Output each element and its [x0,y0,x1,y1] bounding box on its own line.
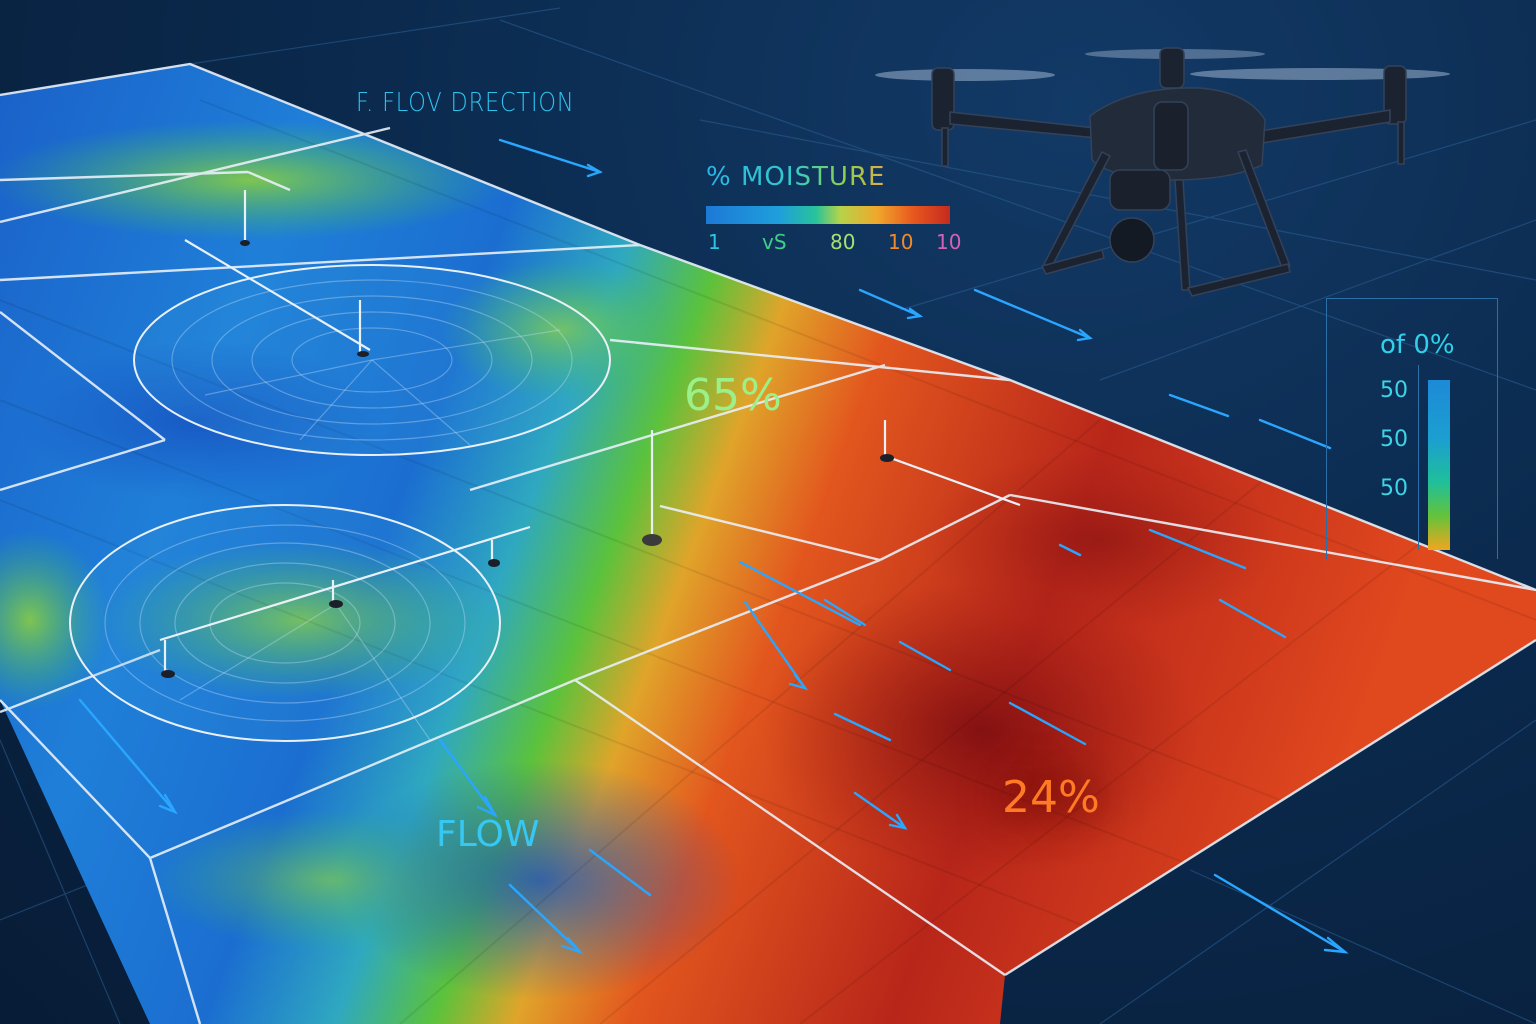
moisture-tick: 80 [830,230,856,254]
moisture-legend: % MOISTURE 1 vS 80 10 10 [706,162,961,260]
vertical-legend-title: of 0% [1380,330,1455,360]
flow-arrows [78,138,1349,955]
moisture-tick: vS [762,230,787,254]
vertical-legend-label: 50 [1380,476,1408,501]
moisture-legend-title: % MOISTURE [706,162,956,192]
pivot-circle-upper [133,264,611,456]
vertical-legend-frame [1326,298,1498,559]
moisture-legend-ticks: 1 vS 80 10 10 [706,230,961,260]
moisture-tick: 10 [888,230,914,254]
flow-direction-title: F. FLOV DRECTION [356,88,575,118]
moisture-tick: 1 [708,230,721,254]
dry-zone-label: 24% [1002,772,1100,823]
pivot-circle-lower [69,504,501,742]
drone-icon [875,47,1450,297]
vertical-gradient-bar [1428,380,1450,550]
flow-label: FLOW [436,814,540,855]
vertical-legend-axis [1418,365,1419,550]
vertical-legend-label: 50 [1380,427,1408,452]
vertical-legend-label: 50 [1380,378,1408,403]
moisture-tick: 10 [936,230,962,254]
wet-zone-label: 65% [684,370,782,421]
moisture-gradient-bar [706,206,950,224]
